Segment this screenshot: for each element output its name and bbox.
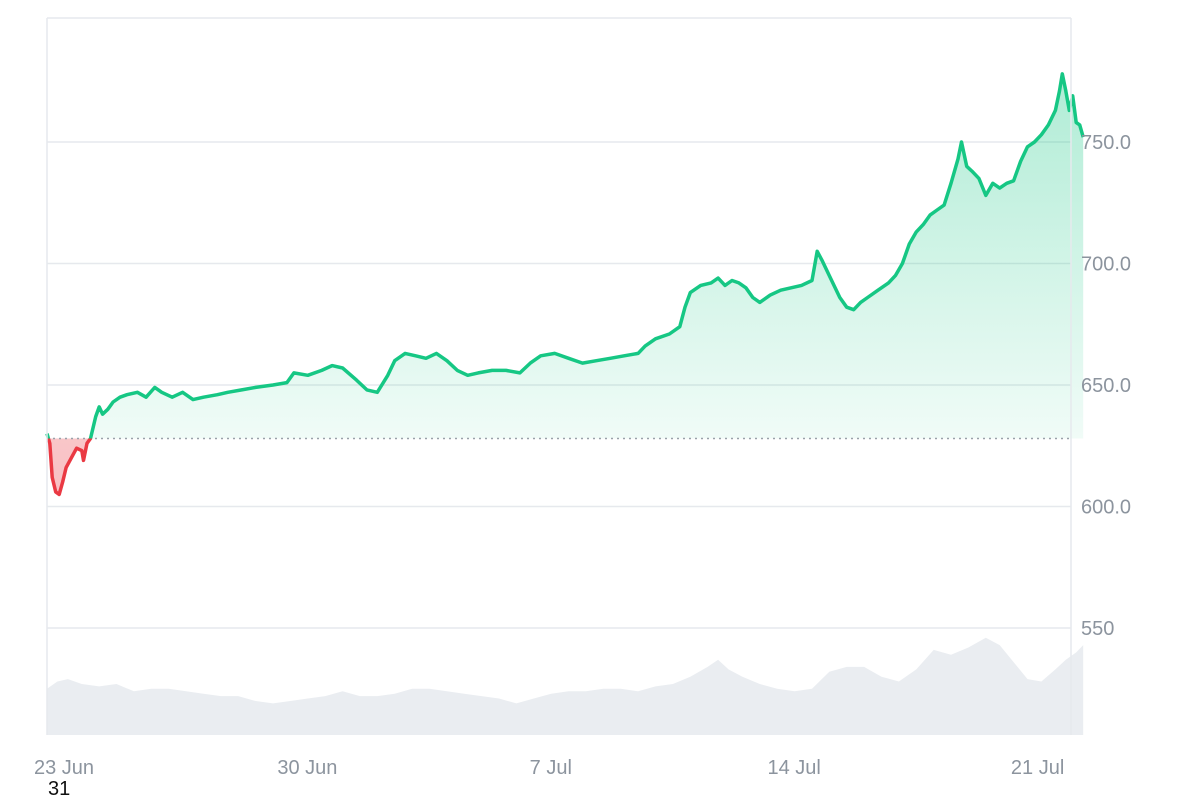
x-tick-label: 7 Jul <box>530 757 572 779</box>
volume-area <box>47 637 1084 735</box>
x-tick-label: 14 Jul <box>767 757 820 779</box>
price-line[interactable] <box>45 72 1085 497</box>
x-axis: 23 Jun 30 Jun 7 Jul 14 Jul 21 Jul <box>34 757 1064 779</box>
price-area <box>47 73 1084 495</box>
x-tick-label: 30 Jun <box>277 757 337 779</box>
y-tick-label: 650.0 <box>1081 375 1131 397</box>
y-tick-label: 750.0 <box>1081 132 1131 154</box>
y-tick-label: 700.0 <box>1081 253 1131 275</box>
x-tick-label: 21 Jul <box>1011 757 1064 779</box>
corner-label: 31 <box>48 778 71 800</box>
x-tick-label: 23 Jun <box>34 757 94 779</box>
y-tick-label: 550 <box>1081 618 1114 640</box>
y-axis: 550 600.0 650.0 700.0 750.0 <box>1081 132 1131 640</box>
price-line-up[interactable] <box>45 72 1085 495</box>
area-above-baseline <box>47 73 1084 439</box>
y-tick-label: 600.0 <box>1081 497 1131 519</box>
